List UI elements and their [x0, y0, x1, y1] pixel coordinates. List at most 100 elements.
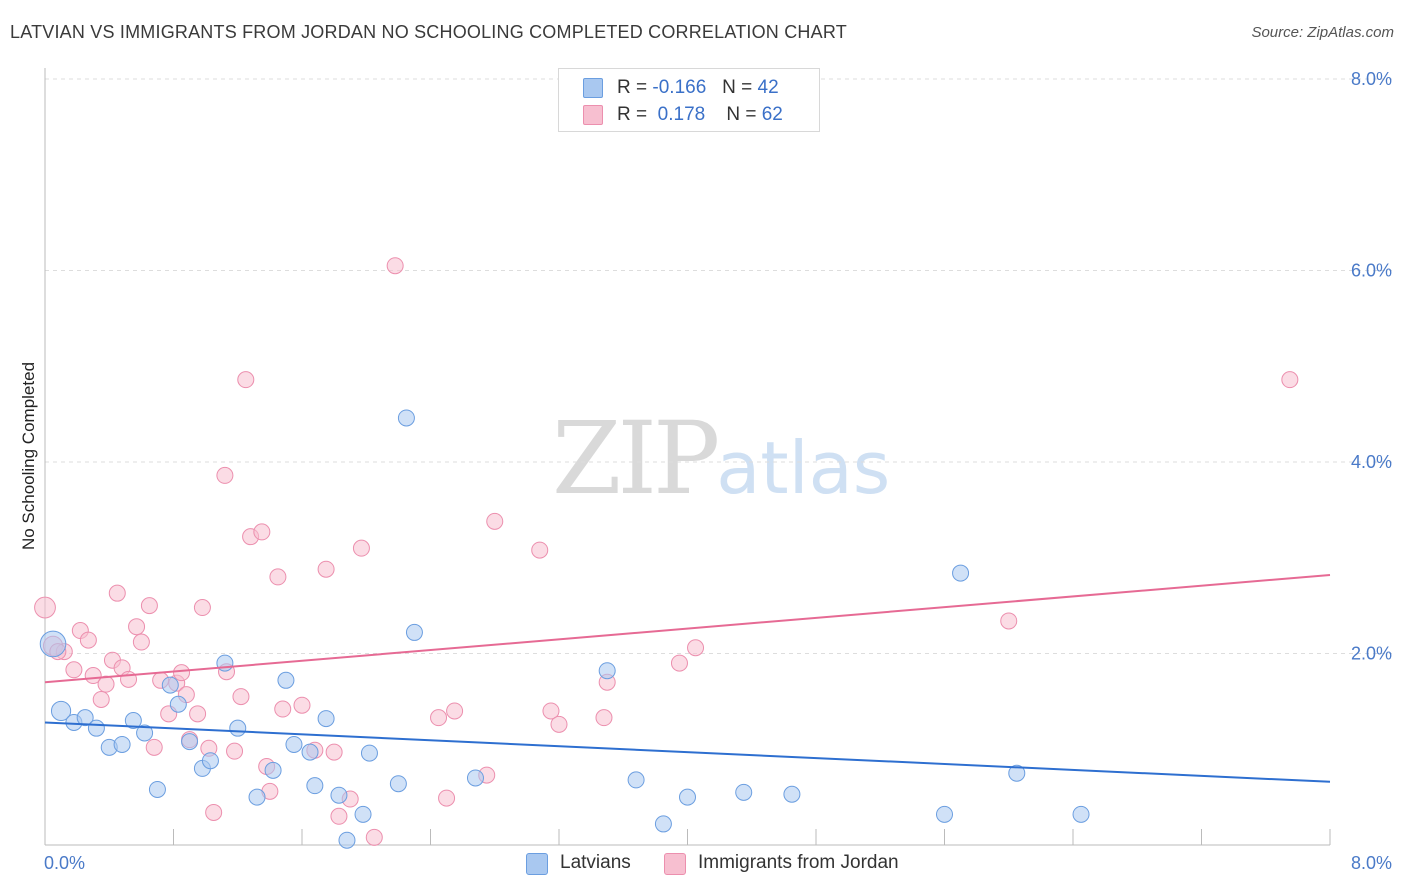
jordan-point	[550, 715, 568, 733]
latvians-point	[466, 769, 484, 787]
jordan-point	[140, 597, 158, 615]
series-latvians-points	[39, 409, 1090, 849]
latvians-point	[389, 775, 407, 793]
jordan-point	[687, 639, 705, 657]
jordan-point	[108, 584, 126, 602]
y-tick-label: 6.0%	[1351, 261, 1392, 281]
y-tick-label: 8.0%	[1351, 69, 1392, 89]
latvians-point	[87, 719, 105, 737]
latvians-point	[285, 735, 303, 753]
latvians-point	[1008, 764, 1026, 782]
latvians-point	[654, 815, 672, 833]
jordan-point	[1000, 612, 1018, 630]
latvians-point	[148, 780, 166, 798]
latvians-point	[354, 805, 372, 823]
jordan-point	[65, 661, 83, 679]
latvians-legend-icon	[526, 853, 548, 875]
jordan-point	[1281, 371, 1299, 389]
r-label: R =	[617, 77, 648, 98]
latvians-point	[50, 700, 72, 722]
source-label: Source: ZipAtlas.com	[1251, 24, 1394, 41]
jordan-point	[365, 828, 383, 846]
latvians-point	[76, 709, 94, 727]
jordan-legend-label: Immigrants from Jordan	[698, 852, 899, 873]
jordan-point	[79, 631, 97, 649]
r-label: R =	[617, 104, 648, 125]
latvians-trend-line	[44, 721, 1331, 783]
jordan-point	[92, 690, 110, 708]
jordan-point	[670, 654, 688, 672]
jordan-legend-icon	[664, 853, 686, 875]
y-tick-label: 4.0%	[1351, 452, 1392, 472]
latvians-point	[306, 777, 324, 795]
jordan-point	[132, 633, 150, 651]
jordan-point	[216, 466, 234, 484]
latvians-point	[277, 671, 295, 689]
jordan-point	[120, 670, 138, 688]
latvians-point	[405, 623, 423, 641]
latvians-point	[783, 785, 801, 803]
series-jordan-points	[34, 257, 1299, 846]
jordan-point	[232, 688, 250, 706]
jordan-point	[542, 702, 560, 720]
latvians-point	[169, 695, 187, 713]
jordan-point	[446, 702, 464, 720]
latvians-point	[39, 630, 67, 658]
jordan-point	[386, 257, 404, 275]
watermark-atlas: atlas	[716, 426, 891, 510]
latvians-legend-label: Latvians	[560, 852, 631, 873]
r-value: 0.178	[657, 104, 706, 125]
jordan-point	[269, 568, 287, 586]
latvians-point	[301, 743, 319, 761]
latvians-point	[113, 735, 131, 753]
n-value: 42	[757, 77, 779, 98]
latvians-point	[264, 761, 282, 779]
trend-lines	[44, 573, 1331, 783]
jordan-point	[189, 705, 207, 723]
axes	[44, 68, 1331, 846]
jordan-point	[325, 743, 343, 761]
latvians-point	[330, 786, 348, 804]
grid-lines	[45, 78, 1392, 654]
jordan-point	[293, 696, 311, 714]
jordan-point	[438, 789, 456, 807]
latvians-point	[161, 676, 179, 694]
legend-row-jordan-text: R = 0.178 N = 62	[617, 104, 783, 126]
n-label: N =	[726, 104, 757, 125]
watermark: ZIPatlas	[552, 400, 890, 517]
latvians-point	[136, 724, 154, 742]
latvians-point	[201, 752, 219, 770]
latvians-point	[124, 712, 142, 730]
x-tick-label: 0.0%	[44, 853, 85, 873]
y-axis-title: No Schooling Completed	[19, 362, 38, 550]
latvians-point	[360, 744, 378, 762]
jordan-point	[193, 599, 211, 617]
jordan-point	[486, 512, 504, 530]
jordan-point	[128, 618, 146, 636]
jordan-point	[274, 700, 292, 718]
latvians-point	[317, 710, 335, 728]
jordan-trend-line	[44, 573, 1331, 684]
latvians-point	[229, 719, 247, 737]
jordan-point	[34, 596, 56, 619]
jordan-point	[237, 371, 255, 389]
n-label: N =	[722, 77, 753, 98]
legend-row-latvians-text: R = -0.166 N = 42	[617, 77, 779, 99]
latvians-point	[952, 564, 970, 582]
latvians-point	[679, 788, 696, 806]
latvians-point	[735, 783, 753, 801]
x-tick-label: 8.0%	[1351, 853, 1392, 873]
jordan-point	[531, 541, 549, 559]
latvians-swatch-icon	[583, 78, 603, 98]
latvians-point	[338, 831, 356, 849]
jordan-point	[352, 539, 370, 557]
r-value: -0.166	[652, 77, 707, 98]
chart-title: LATVIAN VS IMMIGRANTS FROM JORDAN NO SCH…	[10, 22, 847, 42]
y-tick-label: 2.0%	[1351, 644, 1392, 664]
jordan-point	[226, 742, 244, 760]
latvians-point	[598, 662, 616, 680]
tick-labels: 2.0% 4.0% 6.0% 8.0% 0.0% 8.0%	[44, 69, 1392, 873]
jordan-swatch-icon	[583, 105, 603, 125]
latvians-point	[1072, 805, 1090, 823]
